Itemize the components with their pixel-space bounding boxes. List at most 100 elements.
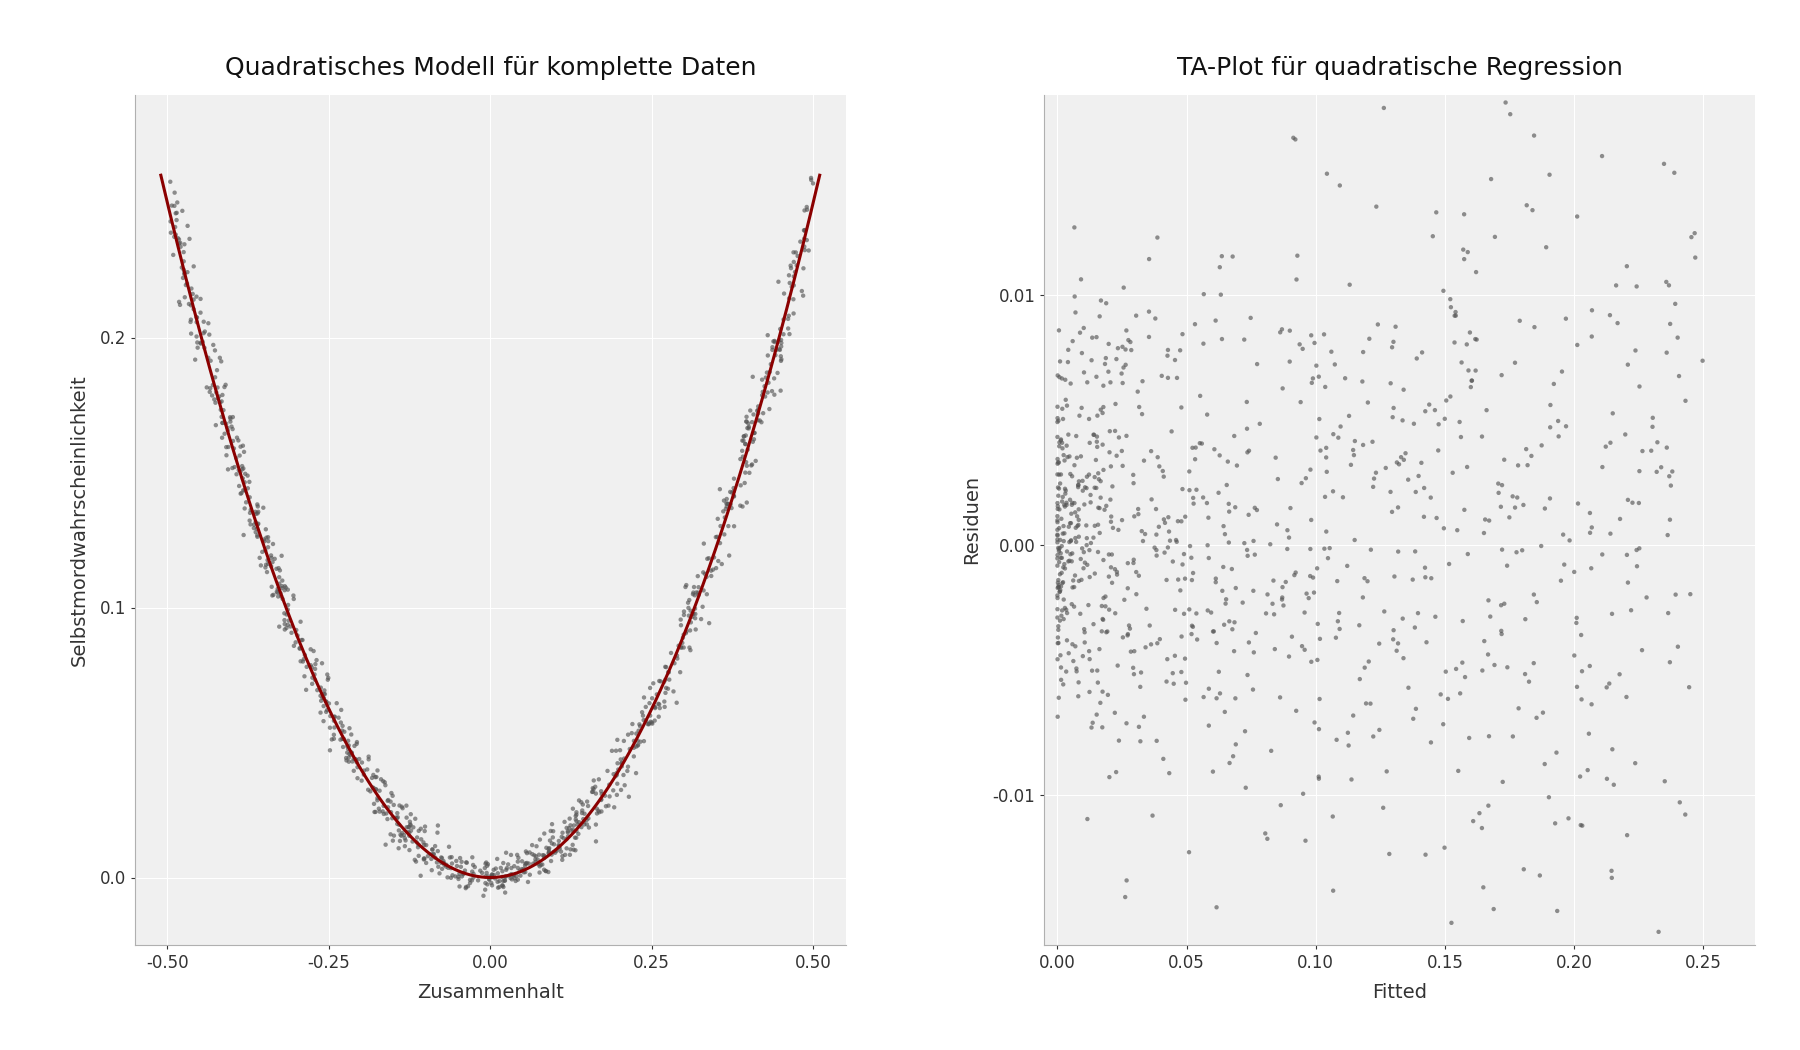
Point: [245, 516, 274, 532]
Point: [779, 253, 808, 270]
Point: [337, 747, 365, 763]
Point: [544, 833, 572, 849]
Point: [1451, 669, 1480, 686]
Point: [209, 415, 238, 432]
Point: [779, 277, 808, 294]
Point: [445, 865, 473, 882]
Point: [729, 428, 758, 445]
Point: [1323, 572, 1352, 589]
Point: [623, 732, 652, 749]
Point: [1073, 556, 1102, 573]
Point: [1046, 369, 1075, 385]
Point: [1291, 642, 1319, 658]
Point: [1055, 519, 1084, 536]
Point: [243, 528, 272, 545]
Point: [790, 242, 819, 258]
Point: [585, 804, 614, 821]
Point: [630, 712, 659, 729]
Point: [731, 427, 760, 444]
Point: [774, 320, 803, 337]
Point: [396, 822, 425, 839]
Point: [1211, 591, 1240, 608]
Point: [1199, 623, 1228, 639]
Point: [1123, 383, 1152, 400]
Point: [392, 810, 421, 826]
Point: [340, 751, 369, 768]
Point: [418, 862, 446, 879]
Point: [787, 282, 815, 299]
Point: [214, 461, 243, 478]
Point: [1051, 600, 1080, 616]
Point: [166, 235, 194, 252]
Point: [329, 731, 358, 748]
Point: [220, 440, 248, 457]
Point: [1098, 546, 1127, 563]
Point: [1656, 315, 1685, 332]
Point: [1303, 652, 1332, 669]
Point: [740, 430, 769, 447]
Point: [1066, 550, 1094, 567]
Point: [1271, 573, 1300, 590]
Point: [173, 264, 202, 280]
Point: [731, 464, 760, 481]
Point: [1627, 443, 1656, 460]
Point: [1067, 344, 1096, 361]
Point: [1582, 960, 1611, 977]
Point: [639, 698, 668, 715]
Point: [1296, 511, 1325, 528]
Point: [200, 342, 229, 359]
Point: [562, 842, 590, 859]
Point: [1652, 527, 1681, 544]
Point: [400, 819, 428, 836]
Point: [310, 697, 338, 714]
Point: [477, 875, 506, 891]
Point: [760, 333, 788, 350]
Point: [720, 483, 749, 500]
Point: [229, 470, 257, 487]
Point: [385, 826, 414, 843]
Point: [1206, 447, 1235, 464]
Point: [472, 868, 500, 885]
Point: [1060, 638, 1089, 655]
Point: [1363, 316, 1391, 333]
Point: [637, 715, 666, 732]
Point: [158, 247, 187, 264]
Point: [1181, 439, 1210, 456]
Point: [767, 351, 796, 368]
Point: [1044, 547, 1073, 564]
Point: [635, 715, 664, 732]
Point: [1087, 292, 1116, 309]
Point: [1240, 546, 1269, 563]
Point: [736, 457, 765, 474]
Point: [1390, 452, 1418, 468]
Point: [387, 798, 416, 815]
Point: [707, 555, 736, 572]
Point: [610, 777, 639, 794]
Point: [763, 364, 792, 381]
Point: [1096, 458, 1125, 475]
Point: [652, 679, 680, 696]
Point: [452, 879, 481, 896]
Point: [410, 850, 439, 867]
Point: [1195, 680, 1224, 697]
Point: [1332, 558, 1361, 574]
Point: [356, 783, 385, 800]
Point: [752, 364, 781, 381]
Point: [473, 868, 502, 885]
Point: [1400, 620, 1429, 636]
Point: [243, 516, 272, 532]
Point: [166, 296, 194, 313]
Point: [209, 386, 238, 403]
Point: [1042, 508, 1071, 525]
Point: [1447, 654, 1476, 671]
Point: [446, 849, 475, 866]
Point: [265, 588, 293, 605]
Point: [448, 868, 477, 885]
Point: [733, 495, 761, 511]
Point: [751, 388, 779, 405]
Point: [679, 586, 707, 603]
Point: [335, 720, 364, 737]
Point: [250, 542, 279, 559]
Point: [1588, 148, 1616, 165]
Point: [1598, 405, 1627, 422]
